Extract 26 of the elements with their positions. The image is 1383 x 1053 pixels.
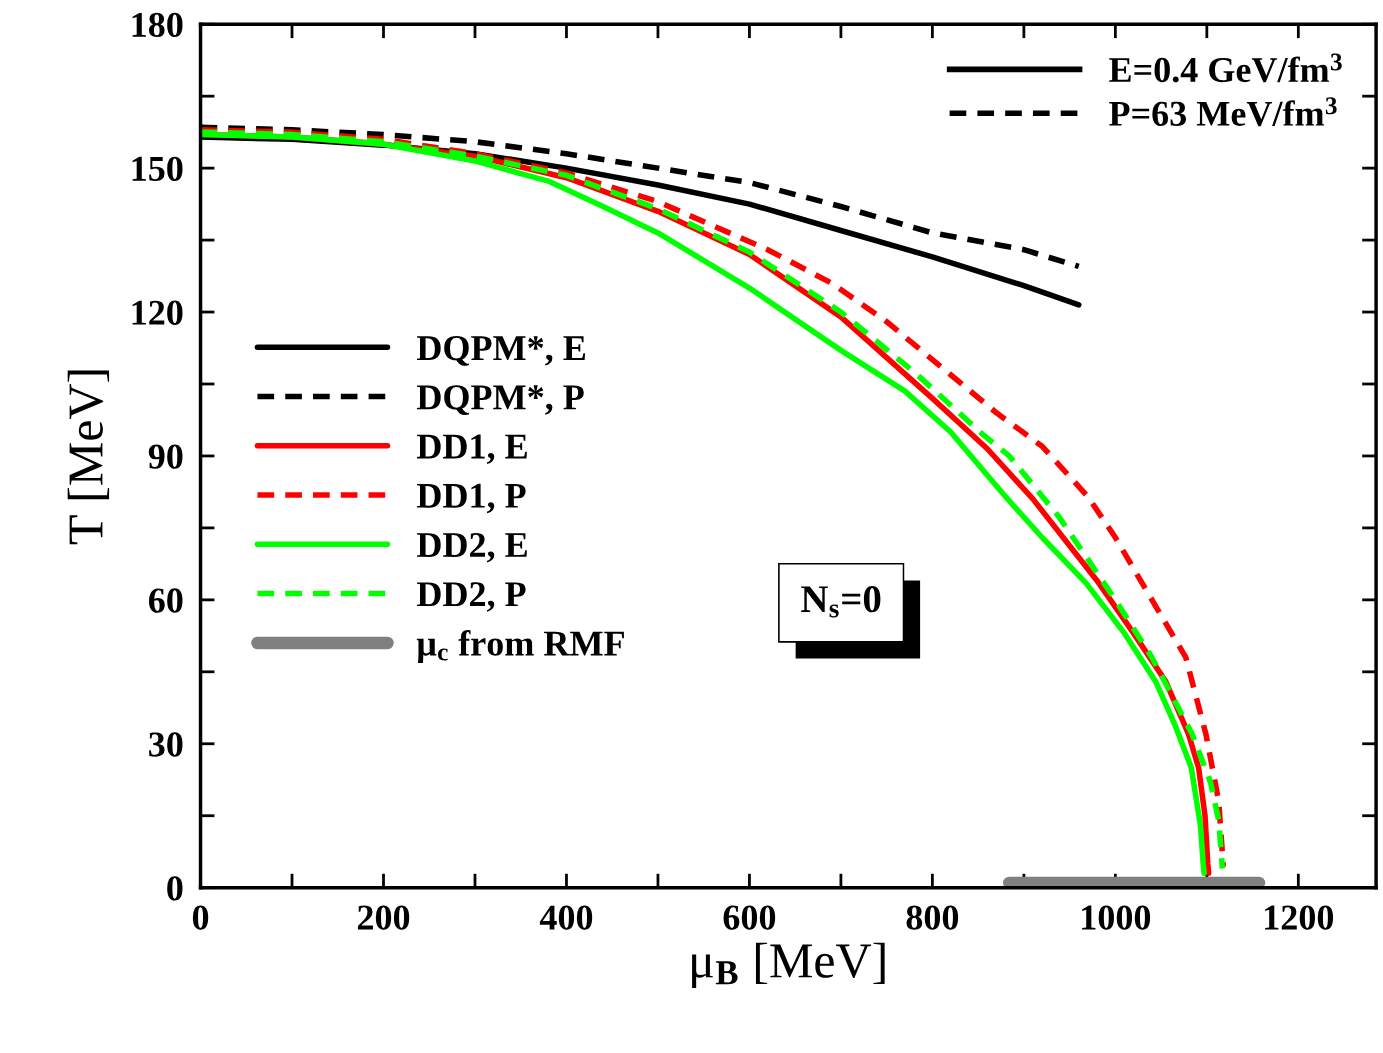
y-axis-title: T [MeV] [67,370,110,545]
x-tick-label: 1000 [1082,905,1151,930]
x-tick-label: 1200 [1265,905,1334,930]
y-tick-label: 180 [132,12,183,38]
legend-label: DD1, E [416,434,527,464]
x-tick-label: 800 [906,905,959,930]
legend-label: μ$_{c}$ from RMF [416,629,624,664]
legend-label: DQPM*, E [416,336,586,366]
legend-label: DD1, P [416,483,526,514]
x-tick-label: 200 [357,905,410,930]
annotation: P=63 MeV/fm$^{3}$ [1109,97,1337,127]
x-axis-title: μ$_{B}$ [MeV] [692,942,885,989]
legend-label: DD2, E [416,532,527,563]
y-tick-label: 30 [149,732,183,757]
legend-label: DD2, P [416,582,526,612]
y-tick-label: 120 [132,300,183,325]
y-tick-label: 0 [167,876,183,901]
x-tick-label: 400 [539,905,593,930]
annotation: N$_{s}$=0 [801,586,881,618]
y-tick-label: 150 [132,156,183,182]
y-tick-label: 60 [148,588,183,613]
x-tick-label: 600 [723,905,776,930]
annotation: E=0.4 GeV/fm$^{3}$ [1109,53,1342,83]
legend-label: DQPM*, P [416,385,584,416]
y-tick-label: 90 [148,444,183,469]
x-tick-label: 0 [192,905,209,930]
